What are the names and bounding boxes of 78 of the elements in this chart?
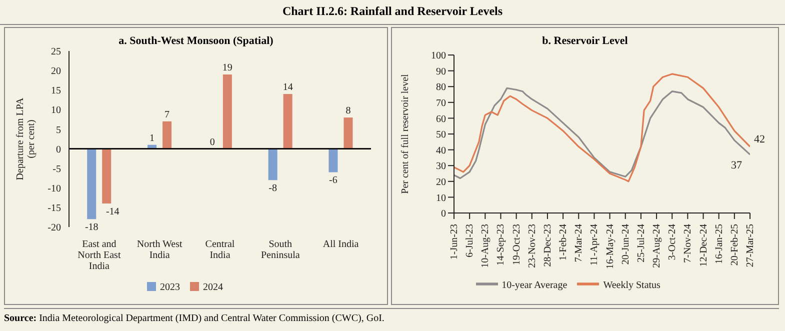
x-tick-label: 29-Aug-24 — [652, 224, 663, 268]
x-tick-label: 14-Sep-23 — [496, 224, 507, 266]
x-tick-label: 7-Nov-24 — [682, 224, 694, 263]
data-label: -14 — [106, 206, 120, 218]
x-tick-label: East and North East India — [78, 239, 121, 272]
x-tick-label: 11-Apr-24 — [589, 224, 600, 266]
bar — [268, 148, 278, 180]
x-tick-label: 3-Oct-24 — [667, 224, 678, 260]
data-label: 19 — [222, 62, 232, 74]
y-tick-label: 30 — [436, 161, 446, 172]
y-axis-title: Per cent of full reservoir level — [400, 74, 411, 194]
y-tick-label: -20 — [48, 222, 61, 234]
y-tick-label: 25 — [51, 46, 61, 58]
y-tick-label: 10 — [436, 192, 446, 204]
y-tick-label: 40 — [436, 145, 446, 156]
y-tick-label: 10 — [51, 105, 61, 116]
bar — [344, 117, 353, 149]
bar — [283, 94, 292, 149]
x-tick-label: 12-Dec-24 — [698, 224, 710, 267]
x-tick-label: 1-Jun-23 — [449, 224, 460, 260]
x-tick-label: 23-Nov-23 — [526, 224, 538, 268]
legend-label: Weekly Status — [603, 280, 660, 291]
x-tick-label: 19-Oct-23 — [511, 224, 522, 266]
y-tick-label: 80 — [436, 82, 446, 94]
bar — [328, 148, 338, 172]
line-series — [454, 73, 750, 182]
x-tick-label: 20-Jun-24 — [620, 224, 632, 265]
data-label: 1 — [150, 132, 155, 144]
x-tick-label: 16-May-24 — [604, 224, 616, 269]
x-tick-label: North West India — [136, 239, 183, 261]
y-tick-label: -10 — [48, 183, 61, 194]
annotation: 37 — [731, 160, 742, 172]
legend-label: 2023 — [160, 282, 180, 293]
x-tick-label: 7-Mar-24 — [574, 224, 585, 262]
legend-label: 10-year Average — [502, 280, 568, 291]
source-note: Source: India Meteorological Department (IMD) and Central Water Commission (CWC), GoI. — [4, 313, 386, 324]
x-tick-label: 6-Jul-23 — [464, 224, 476, 258]
chart-title: Chart II.2.6: Rainfall and Reservoir Levels — [0, 0, 785, 25]
data-label: -18 — [84, 222, 98, 234]
y-tick-label: -15 — [48, 202, 61, 214]
data-label: 14 — [282, 82, 293, 94]
x-tick-label: Central India — [205, 239, 235, 261]
bar — [87, 148, 96, 220]
y-axis-title: Departure from LPA (per cent) — [15, 97, 37, 180]
y-tick-label: 5 — [56, 124, 61, 136]
line-series — [454, 87, 750, 180]
y-tick-label: 70 — [436, 98, 446, 109]
bar — [222, 74, 232, 149]
y-tick-label: 90 — [436, 66, 446, 78]
chart-subtitle: a. South-West Monsoon (Spatial) — [118, 35, 274, 47]
y-tick-label: 0 — [441, 208, 446, 220]
y-tick-label: -5 — [52, 164, 61, 175]
x-tick-label: South Peninsula — [260, 239, 300, 261]
annotation: 42 — [754, 134, 765, 146]
x-tick-label: 20-Feb-25 — [729, 224, 740, 266]
x-tick-label: 25-Jul-24 — [636, 224, 647, 262]
data-label: 7 — [164, 109, 170, 120]
data-label: 0 — [210, 136, 215, 148]
bar — [162, 121, 172, 149]
y-tick-label: 100 — [431, 50, 446, 62]
y-tick-label: 20 — [51, 66, 61, 78]
x-tick-label: 1-Feb-24 — [558, 224, 570, 261]
data-label: 8 — [346, 105, 351, 116]
legend-label: 2024 — [203, 282, 223, 293]
data-label: -8 — [268, 183, 277, 194]
y-tick-label: 15 — [51, 86, 61, 97]
y-tick-label: 20 — [436, 176, 446, 188]
x-tick-label: 28-Dec-23 — [542, 224, 554, 267]
x-tick-label: 10-Aug-23 — [480, 224, 492, 268]
y-tick-label: 0 — [56, 144, 61, 156]
x-tick-label: 16-Jan-25 — [714, 224, 725, 264]
y-tick-label: 50 — [436, 130, 446, 141]
bar — [102, 148, 112, 204]
chart-title: b. Reservoir Level — [541, 35, 629, 47]
x-tick-label: All India — [322, 239, 360, 250]
x-tick-label: 27-Mar-25 — [745, 224, 756, 268]
y-tick-label: 60 — [436, 114, 446, 125]
data-label: -6 — [329, 175, 338, 186]
